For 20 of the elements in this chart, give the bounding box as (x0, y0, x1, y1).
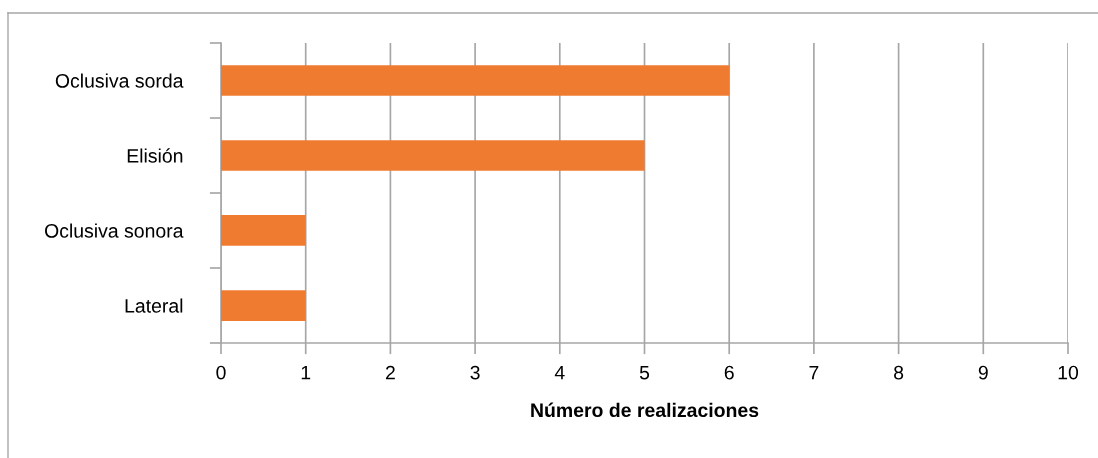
x-tick-label: 4 (554, 365, 565, 380)
y-tick-label: Oclusiva sonora (45, 223, 184, 238)
y-tick-label: Elisión (127, 148, 183, 163)
x-axis-title: Número de realizaciones (531, 402, 759, 418)
x-tick-label: 1 (301, 365, 311, 380)
x-tick-label: 10 (1058, 365, 1079, 380)
x-tick-label: 3 (470, 365, 480, 380)
x-tick-label: 8 (894, 365, 904, 380)
bar (221, 65, 730, 96)
bar (221, 290, 306, 321)
x-tick-label: 7 (809, 365, 819, 380)
bar (221, 140, 645, 171)
x-tick-label: 5 (639, 365, 650, 380)
x-tick-label: 6 (724, 365, 734, 380)
bar (221, 215, 306, 246)
x-tick-label: 2 (385, 365, 395, 380)
x-tick-label: 0 (216, 365, 226, 380)
y-tick-label: Lateral (125, 298, 183, 313)
y-tick-label: Oclusiva sorda (55, 73, 184, 88)
x-tick-label: 9 (978, 365, 988, 380)
